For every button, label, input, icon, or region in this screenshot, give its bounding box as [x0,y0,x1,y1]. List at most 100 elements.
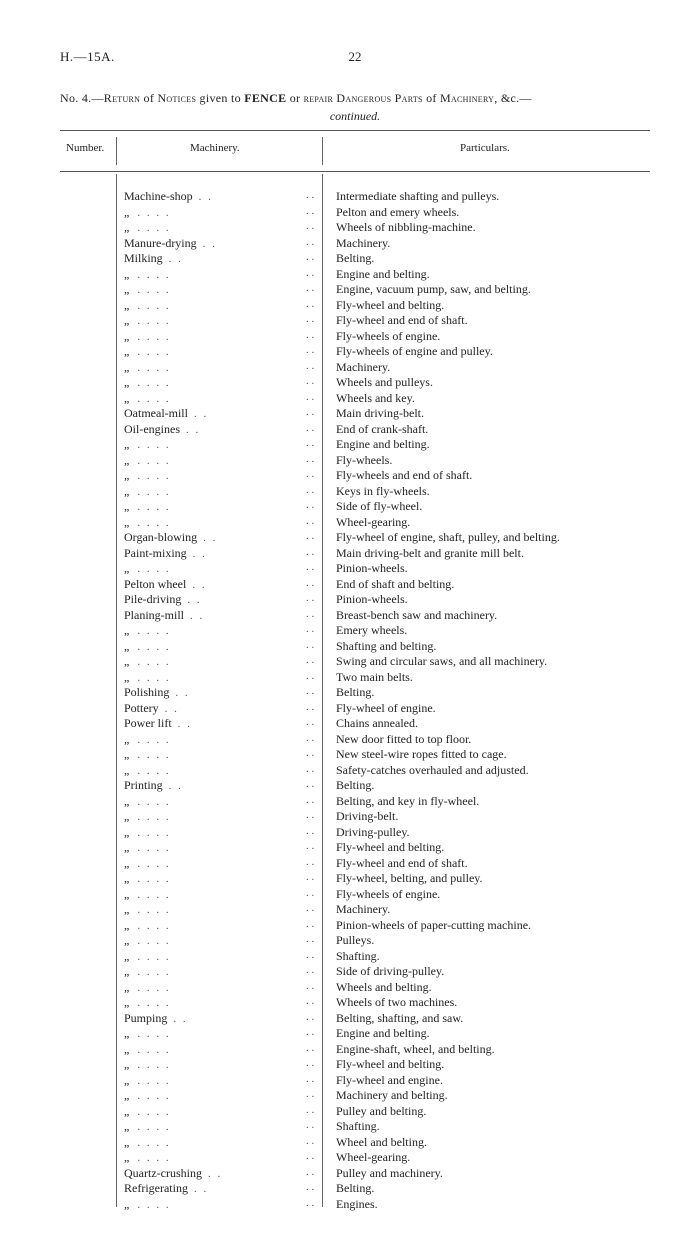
column-divider-1 [116,137,117,165]
leader-dots: . . . . [137,222,170,234]
cell-machinery: „. . . . [124,390,320,407]
ditto-mark: „ [124,794,131,808]
leader-dots: . . [306,963,314,978]
table-row: 1„. . . .. .Fly-wheel and belting. [60,1056,650,1072]
leader-dots: . . [306,839,314,854]
leader-dots: . . . . [137,284,170,296]
table-row: 1„. . . .. .Pulley and belting. [60,1103,650,1119]
leader-dots: . . . . [137,470,170,482]
leader-dots: . . [306,607,314,622]
leader-dots: . . . . [137,625,170,637]
cell-machinery: „. . . . [124,808,320,825]
table-row: 2„. . . .. .Emery wheels. [60,622,650,638]
cell-particulars: Fly-wheel of engine. [336,700,696,716]
leader-dots: . . [306,886,314,901]
ditto-mark: „ [124,267,131,281]
table-row: 3„. . . .. .Keys in fly-wheels. [60,483,650,499]
leader-dots: . . [306,948,314,963]
table-row: 3„. . . .. .Wheels and pulleys. [60,374,650,390]
leader-dots: . . [306,328,314,343]
title-tail: , &c.— [494,91,531,105]
leader-dots: . . [306,374,314,389]
col-header-number: Number. [66,141,104,156]
leader-dots: . . [306,266,314,281]
table-row: 1Power lift. .. .Chains annealed. [60,715,650,731]
table-row: 5„. . . .. .Fly-wheel and end of shaft. [60,312,650,328]
table-row: 1Oatmeal-mill. .. .Main driving-belt. [60,405,650,421]
table-row: 1Pile-driving. .. .Pinion-wheels. [60,591,650,607]
leader-dots: . . [192,579,206,591]
cell-particulars: Wheels and pulleys. [336,374,696,390]
ditto-mark: „ [124,1042,131,1056]
leader-dots: . . [306,591,314,606]
cell-machinery: „. . . . [124,452,320,469]
cell-machinery: „ . . . . [124,886,320,903]
cell-particulars: Machinery. [336,901,696,917]
title-mid-1: of [140,91,157,105]
cell-machinery: „ . . . . [124,467,320,484]
table-row: 1„. . . .. .Pinion-wheels of paper-cutti… [60,917,650,933]
leader-dots: . . . . [137,920,170,932]
leader-dots: . . [165,703,179,715]
ditto-mark: „ [124,468,131,482]
table-row: 1„. . . .. .Fly-wheel and end of shaft. [60,855,650,871]
cell-machinery: „. . . . [124,963,320,980]
leader-dots: . . [306,1087,314,1102]
leader-dots: . . . . [137,904,170,916]
leader-dots: . . [306,483,314,498]
title-mid-2: given to [196,91,244,105]
leader-dots: . . [306,560,314,575]
table-row: 1„. . . .. .Pinion-wheels. [60,560,650,576]
cell-particulars: Wheels and belting. [336,979,696,995]
title-bold-fence: FENCE [244,91,286,105]
ditto-mark: „ [124,747,131,761]
leader-dots: . . . . [137,889,170,901]
cell-machinery: Pile-driving. . [124,591,320,608]
leader-dots: . . [306,932,314,947]
cell-machinery: Power lift. . [124,715,320,732]
machinery-label: Manure-drying [124,235,197,251]
ditto-mark: „ [124,1197,131,1211]
cell-machinery: „ . . . . [124,1041,320,1058]
ditto-mark: „ [124,344,131,358]
table-row: 12„. . . .. .Fly-wheels of engine. [60,328,650,344]
cell-machinery: „. . . . [124,638,320,655]
leader-dots: . . . . [137,1028,170,1040]
cell-machinery: Quartz-crushing. . [124,1165,320,1182]
table-row: 1„. . . .. .Wheel and belting. [60,1134,650,1150]
cell-machinery: „. . . . [124,1118,320,1135]
table-row: 5„. . . .. .Side of fly-wheel. [60,498,650,514]
table-row: 1„. . . .. .Fly-wheels and end of shaft. [60,467,650,483]
title-continued: continued. [60,108,650,124]
leader-dots: . . . . [137,362,170,374]
table-row: 1„. . . .. .Fly-wheel and belting. [60,839,650,855]
rule-header-bottom [60,171,650,172]
table-row: 1„. . . .. .Swing and circular saws, and… [60,653,650,669]
cell-machinery: „. . . . [124,746,320,763]
leader-dots: . . . . [137,1075,170,1087]
leader-dots: . . [306,979,314,994]
cell-machinery: „. . . . [124,839,320,856]
cell-machinery: „. . . . [124,514,320,531]
table-row: 1„. . . .. .Shafting. [60,948,650,964]
ditto-mark: „ [124,856,131,870]
ditto-mark: „ [124,902,131,916]
cell-machinery: Pumping. . [124,1010,320,1027]
cell-particulars: Fly-wheels of engine. [336,328,696,344]
leader-dots: . . [306,405,314,420]
ditto-mark: „ [124,499,131,513]
leader-dots: . . . . [137,1044,170,1056]
cell-particulars: Shafting. [336,1118,696,1134]
leader-dots: . . [306,715,314,730]
ditto-mark: „ [124,1088,131,1102]
ditto-mark: „ [124,840,131,854]
leader-dots: . . [306,1134,314,1149]
cell-machinery: „. . . . [124,948,320,965]
leader-dots: . . . . [137,1090,170,1102]
ditto-mark: „ [124,887,131,901]
leader-dots: . . [306,1180,314,1195]
cell-particulars: Safety-catches overhauled and adjusted. [336,762,696,778]
machinery-label: Pumping [124,1010,167,1026]
cell-machinery: „. . . . [124,266,320,283]
cell-machinery: Pelton wheel. . [124,576,320,593]
